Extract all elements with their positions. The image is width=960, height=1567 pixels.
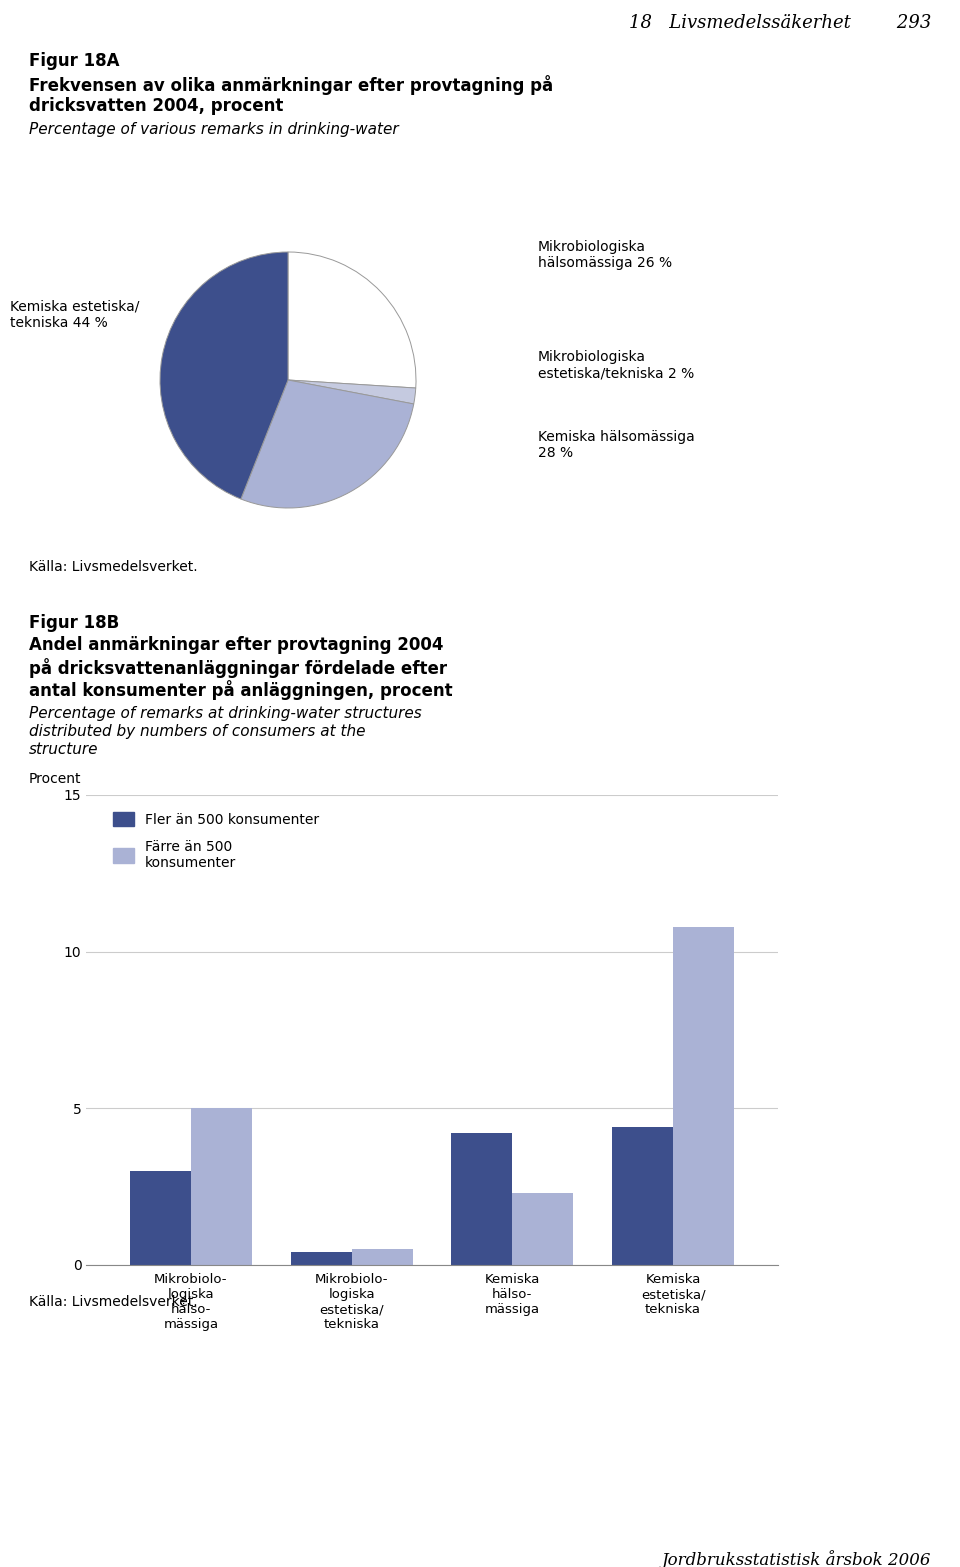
Bar — [451, 1133, 513, 1265]
Bar — [291, 1252, 351, 1265]
Text: Jordbruksstatistisk årsbok 2006: Jordbruksstatistisk årsbok 2006 — [661, 1550, 931, 1567]
Text: på dricksvattenanläggningar fördelade efter: på dricksvattenanläggningar fördelade ef… — [29, 658, 447, 679]
Bar — [673, 926, 734, 1265]
Wedge shape — [288, 381, 416, 404]
Text: Andel anmärkningar efter provtagning 2004: Andel anmärkningar efter provtagning 200… — [29, 636, 444, 653]
Text: 18   Livsmedelssäkerhet        293: 18 Livsmedelssäkerhet 293 — [629, 14, 931, 31]
Text: Kemiska hälsomässiga
28 %: Kemiska hälsomässiga 28 % — [538, 429, 694, 461]
Text: Frekvensen av olika anmärkningar efter provtagning på: Frekvensen av olika anmärkningar efter p… — [29, 75, 553, 96]
Text: Percentage of various remarks in drinking-water: Percentage of various remarks in drinkin… — [29, 122, 398, 136]
Text: structure: structure — [29, 743, 98, 757]
Text: antal konsumenter på anläggningen, procent: antal konsumenter på anläggningen, proce… — [29, 680, 452, 700]
Text: Percentage of remarks at drinking-water structures: Percentage of remarks at drinking-water … — [29, 707, 421, 721]
Bar — [612, 1127, 673, 1265]
Text: Figur 18A: Figur 18A — [29, 52, 119, 71]
Text: Procent: Procent — [29, 773, 82, 787]
Bar — [513, 1192, 573, 1265]
Wedge shape — [288, 252, 416, 389]
Text: dricksvatten 2004, procent: dricksvatten 2004, procent — [29, 97, 283, 114]
Text: Källa: Livsmedelsverket.: Källa: Livsmedelsverket. — [29, 1294, 198, 1308]
Text: Mikrobiologiska
hälsomässiga 26 %: Mikrobiologiska hälsomässiga 26 % — [538, 240, 672, 270]
Bar — [351, 1249, 413, 1265]
Wedge shape — [241, 381, 414, 508]
Text: Källa: Livsmedelsverket.: Källa: Livsmedelsverket. — [29, 559, 198, 574]
Text: Figur 18B: Figur 18B — [29, 614, 119, 632]
Bar — [191, 1108, 252, 1265]
Text: Kemiska estetiska/
tekniska 44 %: Kemiska estetiska/ tekniska 44 % — [10, 299, 139, 331]
Legend: Fler än 500 konsumenter, Färre än 500
konsumenter: Fler än 500 konsumenter, Färre än 500 ko… — [108, 807, 324, 876]
Text: Mikrobiologiska
estetiska/tekniska 2 %: Mikrobiologiska estetiska/tekniska 2 % — [538, 349, 694, 381]
Bar — [130, 1171, 191, 1265]
Wedge shape — [160, 252, 288, 498]
Text: distributed by numbers of consumers at the: distributed by numbers of consumers at t… — [29, 724, 366, 740]
